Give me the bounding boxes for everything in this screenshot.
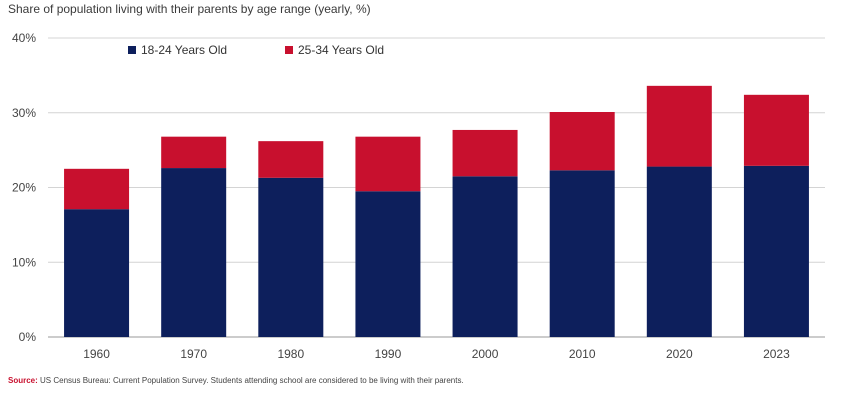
x-tick-label: 2020 [666,347,693,361]
bar-segment-25-34 [161,136,227,169]
legend-label: 18-24 Years Old [141,43,227,57]
y-tick-label: 0% [19,330,37,344]
legend-label: 25-34 Years Old [298,43,384,57]
bar-segment-18-24 [646,166,712,337]
x-tick-label: 2023 [763,347,790,361]
bar-segment-18-24 [549,170,615,337]
y-tick-label: 20% [12,181,36,195]
bar-segment-25-34 [743,94,809,166]
x-tick-label: 2000 [472,347,499,361]
source-note: Source: US Census Bureau: Current Popula… [8,376,464,385]
x-tick-label: 1960 [83,347,110,361]
y-tick-label: 40% [12,31,36,45]
x-tick-label: 1980 [277,347,304,361]
bar-segment-25-34 [355,136,421,192]
bar-segment-25-34 [549,112,615,171]
x-tick-label: 1990 [375,347,402,361]
bar-segment-18-24 [258,177,324,337]
source-label: Source: [8,376,38,385]
bar-segment-25-34 [452,129,518,177]
legend-swatch [285,46,293,54]
bar-segment-18-24 [64,209,130,337]
stacked-bar-chart: 0% 10% 20% 30% 40% 1960 1970 1980 1990 2000 2010 20… [12,31,825,361]
bar-segment-25-34 [258,141,324,178]
bar-segment-25-34 [64,168,130,210]
legend-swatch [128,46,136,54]
y-tick-label: 10% [12,255,36,269]
bar-segment-18-24 [161,168,227,337]
bar-segment-25-34 [646,85,712,167]
y-tick-label: 30% [12,106,36,120]
bar-segment-18-24 [452,176,518,337]
x-tick-label: 2010 [569,347,596,361]
source-text: US Census Bureau: Current Population Sur… [40,376,464,385]
chart-subtitle: Share of population living with their pa… [8,2,371,16]
bar-segment-18-24 [355,191,421,337]
bar-segment-18-24 [743,165,809,337]
x-tick-label: 1970 [180,347,207,361]
